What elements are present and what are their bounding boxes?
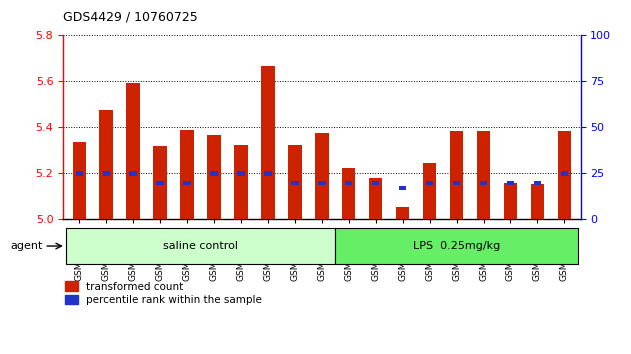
Bar [234,145,248,219]
Bar [184,181,191,185]
Bar [126,82,140,219]
Bar [288,145,302,219]
Bar [561,171,568,176]
Bar [318,181,326,185]
Text: LPS  0.25mg/kg: LPS 0.25mg/kg [413,241,500,251]
Bar [396,207,410,219]
Bar [73,142,86,219]
Bar [129,171,137,176]
Bar [315,133,329,219]
Legend: transformed count, percentile rank within the sample: transformed count, percentile rank withi… [65,281,262,305]
Text: saline control: saline control [163,241,238,251]
Bar [477,131,490,219]
Bar [207,136,221,219]
Bar [153,146,167,219]
Bar [102,171,110,176]
Bar [100,110,113,219]
Bar [180,130,194,219]
Bar [480,181,487,185]
Bar [372,181,379,185]
Bar [507,181,514,185]
Bar [342,168,355,219]
Bar [156,181,164,185]
Bar [261,67,274,219]
Bar [399,186,406,190]
Bar [369,178,382,219]
Bar [423,163,437,219]
Bar [558,131,571,219]
Text: agent: agent [11,241,43,251]
Bar [210,171,218,176]
Bar [453,181,460,185]
Bar [335,228,578,264]
Bar [426,181,433,185]
Bar [450,131,463,219]
Bar [504,183,517,219]
Text: GDS4429 / 10760725: GDS4429 / 10760725 [63,11,198,24]
Bar [345,181,353,185]
Bar [76,171,83,176]
Bar [531,184,544,219]
Bar [291,181,298,185]
Bar [237,171,245,176]
Bar [534,181,541,185]
Bar [66,228,335,264]
Bar [264,171,271,176]
